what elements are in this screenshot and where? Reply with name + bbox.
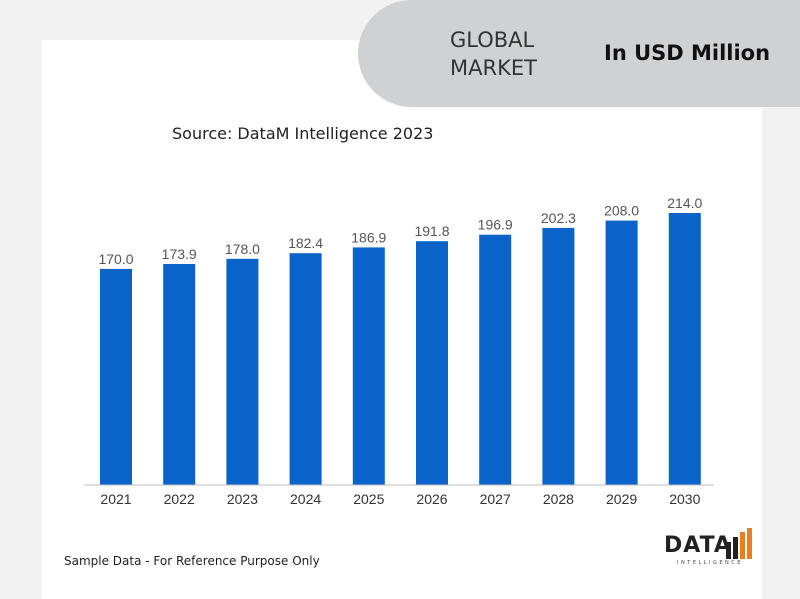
logo-bars-icon: [726, 528, 752, 559]
bar-2021: [100, 268, 132, 485]
footnote: Sample Data - For Reference Purpose Only: [64, 554, 320, 568]
market-title: GLOBAL MARKET: [450, 28, 537, 80]
logo-subtext: INTELLIGENCE: [677, 560, 743, 566]
value-label-2029: 208.0: [604, 203, 639, 219]
value-label-2026: 191.8: [414, 223, 449, 239]
x-tick-label-2021: 2021: [100, 491, 131, 507]
bar-2027: [479, 234, 512, 485]
datam-logo: DATA INTELLIGENCE: [664, 528, 756, 574]
value-label-2030: 214.0: [667, 195, 702, 211]
value-label-2022: 173.9: [162, 246, 197, 262]
value-label-2028: 202.3: [541, 210, 576, 226]
value-label-2023: 178.0: [225, 241, 260, 257]
x-tick-label-2022: 2022: [164, 491, 195, 507]
header-banner: [358, 0, 800, 107]
unit-label: In USD Million: [604, 41, 771, 65]
x-tick-label-2026: 2026: [416, 491, 447, 507]
x-tick-label-2030: 2030: [669, 491, 700, 507]
value-label-2027: 196.9: [478, 217, 513, 233]
bar-2026: [416, 241, 448, 485]
bar-2025: [352, 247, 385, 485]
labels-group: 170.0 2021 173.9 2022 178.0 2023 182.4 2024 186.…: [98, 195, 702, 507]
bar-2022: [163, 264, 196, 485]
x-tick-label-2028: 2028: [543, 491, 574, 507]
logo-text: DATA: [664, 533, 732, 558]
content-card: [42, 40, 762, 599]
x-tick-label-2024: 2024: [290, 491, 321, 507]
bars-group: [100, 213, 701, 485]
x-tick-label-2025: 2025: [353, 491, 384, 507]
bar-2028: [542, 227, 575, 485]
bar-2029: [605, 220, 638, 485]
bar-2024: [289, 253, 322, 485]
source-label: Source: DataM Intelligence 2023: [172, 124, 434, 143]
x-tick-label-2027: 2027: [480, 491, 511, 507]
value-label-2025: 186.9: [351, 229, 386, 245]
bar-2030: [668, 213, 701, 485]
x-tick-label-2023: 2023: [227, 491, 258, 507]
x-tick-label-2029: 2029: [606, 491, 637, 507]
bar-2023: [226, 258, 259, 485]
value-label-2021: 170.0: [98, 251, 133, 267]
value-label-2024: 182.4: [288, 235, 323, 251]
